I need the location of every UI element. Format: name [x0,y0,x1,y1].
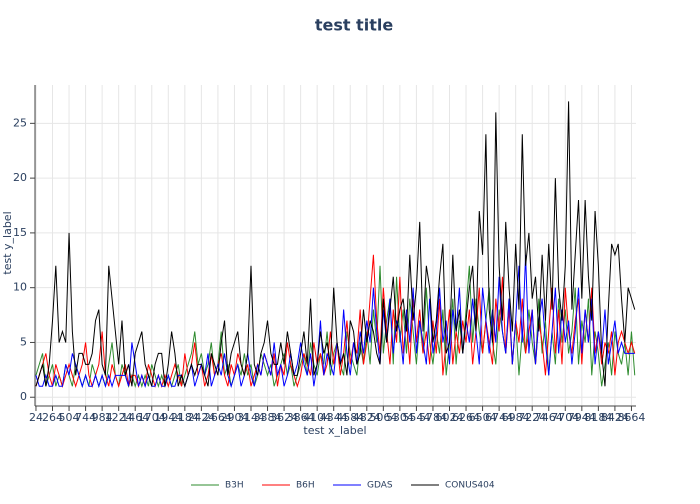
x-tick-label: 8664 [617,411,645,424]
y-axis-title: test y_label [1,211,14,274]
x-tick-label: 5784 [419,411,447,424]
x-tick-label: 1224 [105,411,133,424]
x-tick-label: 3144 [237,411,265,424]
x-tick-label: 8184 [584,411,612,424]
y-tick-label: 20 [13,171,27,184]
x-tick-label: 6024 [435,411,463,424]
x-tick-label: 5064 [369,411,397,424]
y-tick-label: 15 [13,226,27,239]
x-tick-label: 7704 [551,411,579,424]
x-tick-label: 6744 [485,411,513,424]
x-tick-label: 4104 [303,411,331,424]
x-tick-label: 24 [29,411,43,424]
x-tick-label: 1464 [121,411,149,424]
chart-title: test title [315,16,394,35]
x-tick-label: 4344 [320,411,348,424]
x-tick-label: 4824 [353,411,381,424]
x-tick-label: 984 [92,411,113,424]
y-tick-label: 10 [13,281,27,294]
series-line [35,101,636,389]
x-tick-label: 7944 [568,411,596,424]
x-tick-label: 7464 [535,411,563,424]
x-axis-title: test x_label [303,424,366,437]
x-tick-label: 8424 [601,411,629,424]
y-tick-label: 25 [13,116,27,129]
x-tick-label: 1704 [138,411,166,424]
x-tick-label: 2904 [220,411,248,424]
x-tick-label: 7224 [518,411,546,424]
x-tick-label: 5304 [386,411,414,424]
legend-label: B6H [296,481,315,491]
x-tick-label: 2664 [204,411,232,424]
legend-label: GDAS [367,481,393,491]
x-tick-label: 6504 [469,411,497,424]
x-tick-label: 504 [59,411,80,424]
x-tick-label: 3624 [270,411,298,424]
x-tick-label: 4584 [336,411,364,424]
x-tick-label: 3384 [254,411,282,424]
series-line [35,254,635,389]
x-tick-label: 6984 [502,411,530,424]
x-tick-label: 2424 [187,411,215,424]
x-tick-label: 3864 [287,411,315,424]
legend-label: B3H [225,481,244,491]
legend-label: CONUS404 [445,481,495,491]
x-tick-label: 5544 [402,411,430,424]
y-tick-label: 5 [20,335,27,348]
x-tick-label: 264 [42,411,63,424]
x-tick-label: 2184 [171,411,199,424]
x-tick-label: 6264 [452,411,480,424]
x-tick-label: 744 [75,411,96,424]
x-tick-label: 1944 [154,411,182,424]
y-tick-label: 0 [20,390,27,403]
